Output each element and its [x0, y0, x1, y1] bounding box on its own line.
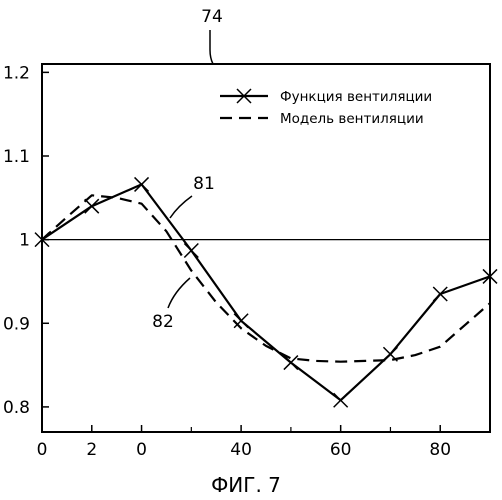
- x-tick-label: 60: [330, 440, 352, 460]
- x-tick-label: 0: [136, 440, 147, 460]
- y-tick-label: 0.9: [3, 314, 30, 334]
- data-point-x-marker: [433, 287, 447, 301]
- ref-leader-82: [168, 278, 190, 308]
- ref-leader-74: [210, 30, 213, 64]
- ref-label-81: 81: [193, 174, 215, 194]
- data-point-x-marker: [184, 244, 198, 258]
- x-tick-label: 2: [86, 440, 97, 460]
- data-point-x-marker: [85, 199, 99, 213]
- y-tick-label: 1.1: [3, 147, 30, 167]
- ref-leader-81: [170, 196, 192, 218]
- x-axis-ticks: 020406080: [37, 425, 490, 460]
- y-tick-label: 1: [19, 231, 30, 251]
- y-tick-label: 1.2: [3, 63, 30, 83]
- series-line-ventilation-model: [42, 195, 490, 361]
- data-point-x-marker: [135, 177, 149, 191]
- legend-label-ventilation-function: Функция вентиляции: [280, 89, 432, 105]
- legend: Функция вентиляции Модель вентиляции: [220, 89, 432, 127]
- legend-label-ventilation-model: Модель вентиляции: [280, 111, 424, 127]
- data-point-x-marker: [234, 314, 248, 328]
- y-tick-label: 0.8: [3, 398, 30, 418]
- x-tick-label: 0: [37, 440, 48, 460]
- series-line-ventilation-function: [42, 184, 490, 400]
- data-point-x-marker: [334, 393, 348, 407]
- x-tick-label: 40: [230, 440, 252, 460]
- data-point-x-marker: [284, 356, 298, 370]
- figure-caption: ФИГ. 7: [211, 473, 281, 497]
- ref-label-74: 74: [201, 7, 223, 27]
- series-layer: [35, 177, 497, 407]
- ref-label-82: 82: [152, 312, 174, 332]
- x-tick-label: 80: [429, 440, 451, 460]
